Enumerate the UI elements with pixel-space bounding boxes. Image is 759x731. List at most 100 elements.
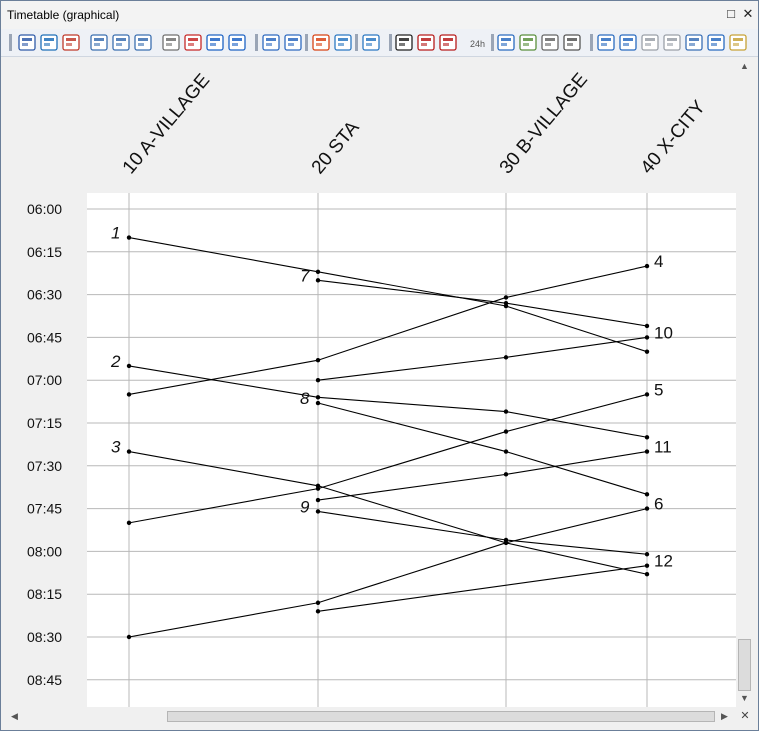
stop-point[interactable] (503, 409, 509, 414)
edit-route-icon[interactable] (439, 34, 457, 51)
stop-point[interactable] (503, 300, 509, 306)
layout-columns-2-icon[interactable] (112, 34, 130, 51)
train-label[interactable]: 8 (300, 389, 310, 408)
stop-point[interactable] (315, 378, 321, 383)
stop-point[interactable] (315, 497, 321, 503)
train-label[interactable]: 2 (110, 352, 121, 371)
train-label[interactable]: 5 (654, 380, 663, 399)
stop-point[interactable] (315, 278, 321, 283)
timetable-graph-area[interactable]: 06:00 06:15 06:30 06:45 07:00 07:15 07:30 07:45… (7, 57, 736, 707)
train-line[interactable] (128, 508, 648, 638)
stop-point[interactable] (126, 520, 132, 526)
stop-point[interactable] (644, 335, 650, 340)
stop-point[interactable] (315, 395, 321, 400)
stop-point[interactable] (126, 363, 132, 369)
stop-point[interactable] (503, 355, 509, 360)
stop-point[interactable] (644, 349, 650, 354)
stop-point[interactable] (503, 540, 509, 546)
stop-point[interactable] (315, 509, 321, 514)
scroll-up-arrow-icon[interactable]: ▲ (740, 61, 749, 71)
edit-vehicle-icon[interactable] (417, 34, 435, 51)
filter-stops-icon[interactable] (18, 34, 36, 51)
train-path-7[interactable]: 7 (300, 266, 650, 329)
train-label[interactable]: 3 (111, 438, 121, 457)
scroll-left-arrow-icon[interactable]: ◀ (11, 711, 18, 721)
fit-view-icon[interactable] (206, 34, 224, 51)
train-line[interactable] (128, 236, 648, 353)
sort-down-icon[interactable] (284, 34, 302, 51)
print-icon[interactable] (541, 34, 559, 51)
train-label[interactable]: 4 (654, 252, 663, 271)
stop-point[interactable] (315, 609, 321, 614)
stop-point[interactable] (644, 263, 650, 269)
stop-point[interactable] (644, 435, 650, 440)
forward-icon[interactable] (663, 34, 681, 51)
stop-point[interactable] (503, 472, 509, 477)
camera-icon[interactable] (563, 34, 581, 51)
train-label[interactable]: 1 (111, 224, 120, 243)
stop-point[interactable] (315, 600, 321, 605)
stop-point[interactable] (644, 323, 650, 329)
vertical-scroll-thumb[interactable] (738, 639, 751, 691)
back-icon[interactable] (641, 34, 659, 51)
train-label[interactable]: 6 (654, 495, 663, 514)
train-path-2[interactable]: 2 (110, 352, 650, 440)
stop-point[interactable] (644, 572, 650, 577)
stop-point[interactable] (644, 563, 650, 568)
stop-point[interactable] (503, 449, 509, 454)
train-line[interactable] (128, 265, 648, 396)
train-path-11[interactable]: 11 (315, 438, 672, 503)
train-label[interactable]: 12 (654, 552, 673, 571)
train-path-6[interactable]: 6 (126, 495, 664, 640)
stop-point[interactable] (644, 492, 650, 497)
train-path-5[interactable]: 5 (126, 380, 664, 526)
stop-point[interactable] (126, 235, 132, 240)
eye-settings-icon[interactable] (362, 34, 380, 51)
stop-point[interactable] (126, 449, 132, 454)
hide-icon[interactable] (312, 34, 330, 51)
stop-point[interactable] (315, 269, 321, 274)
stop-point[interactable] (644, 449, 650, 454)
timetable-graph[interactable]: 06:00 06:15 06:30 06:45 07:00 07:15 07:30 07:45… (7, 57, 736, 707)
corner-close-icon[interactable]: ✕ (740, 710, 750, 722)
stop-record-icon[interactable] (184, 34, 202, 51)
train-path-12[interactable]: 12 (315, 552, 673, 614)
stop-point[interactable] (315, 400, 321, 406)
train-line[interactable] (128, 365, 648, 438)
zoom-out-icon[interactable] (619, 34, 637, 51)
stop-point[interactable] (644, 392, 650, 397)
edit-line-icon[interactable] (395, 34, 413, 51)
pan-icon[interactable] (685, 34, 703, 51)
insert-stop-icon[interactable] (40, 34, 58, 51)
stop-point[interactable] (644, 506, 650, 511)
filter-icon[interactable] (62, 34, 80, 51)
layout-columns-3-icon[interactable] (134, 34, 152, 51)
list-icon[interactable] (497, 34, 515, 51)
zoom-box-icon[interactable] (228, 34, 246, 51)
layout-columns-1-icon[interactable] (90, 34, 108, 51)
stop-point[interactable] (126, 634, 132, 640)
record-icon[interactable] (162, 34, 180, 51)
vertical-scrollbar[interactable]: ▲ ▼ (736, 57, 753, 707)
train-label[interactable]: 11 (654, 438, 672, 457)
train-line[interactable] (317, 565, 648, 612)
sort-up-icon[interactable] (262, 34, 280, 51)
zoom-in-icon[interactable] (597, 34, 615, 51)
scroll-right-arrow-icon[interactable]: ▶ (721, 711, 728, 721)
train-line[interactable] (128, 393, 648, 524)
stop-point[interactable] (315, 483, 321, 488)
train-label[interactable]: 9 (300, 497, 310, 516)
color-legend-icon[interactable] (519, 34, 537, 51)
train-path-10[interactable]: 10 (315, 323, 673, 383)
stop-point[interactable] (315, 358, 321, 363)
train-label[interactable]: 7 (300, 266, 310, 285)
maximize-button[interactable]: □ (727, 6, 735, 21)
train-path-4[interactable]: 4 (126, 252, 664, 397)
stop-point[interactable] (503, 295, 509, 300)
edit-icon[interactable] (729, 34, 747, 51)
clock-24h-icon[interactable]: 24h (470, 39, 485, 49)
show-icon[interactable] (334, 34, 352, 51)
train-path-1[interactable]: 1 (111, 224, 650, 354)
stop-point[interactable] (126, 392, 132, 397)
fit-width-icon[interactable] (707, 34, 725, 51)
